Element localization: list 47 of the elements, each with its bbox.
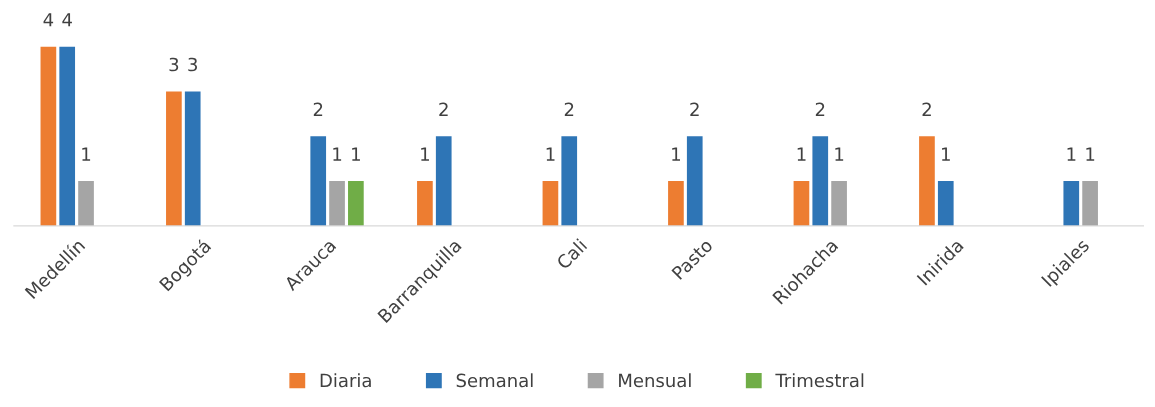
data-label: 1 (1086, 147, 1095, 161)
bar (40, 46, 57, 226)
bar (184, 91, 201, 226)
data-label: 1 (352, 147, 360, 161)
x-tick-label: Cali (555, 238, 588, 270)
data-label: 1 (1067, 147, 1076, 161)
bar (417, 181, 433, 226)
data-label: 2 (313, 102, 323, 116)
bar (561, 136, 578, 226)
data-label: 1 (82, 147, 91, 161)
data-label: 2 (922, 102, 931, 116)
bar (1063, 181, 1080, 226)
data-label: 2 (815, 102, 825, 116)
bar (1082, 181, 1098, 226)
data-label: 2 (690, 102, 699, 116)
bar (919, 136, 935, 226)
data-label: 2 (439, 102, 448, 116)
bar (435, 136, 452, 226)
data-label: 1 (672, 147, 680, 161)
data-label: 1 (942, 147, 950, 161)
data-label: 4 (62, 13, 72, 27)
bar (668, 181, 684, 226)
data-label: 2 (564, 102, 574, 116)
bar (59, 46, 76, 226)
bar (937, 181, 954, 226)
legend-label: Mensual (619, 373, 691, 388)
data-label: 1 (421, 147, 429, 161)
data-label: 3 (169, 57, 179, 72)
data-label: 1 (333, 147, 342, 161)
legend-label: Trimestral (775, 373, 864, 388)
bar (812, 136, 829, 226)
bar (310, 136, 327, 226)
data-label: 1 (835, 147, 844, 161)
data-label: 4 (43, 13, 54, 27)
bar (348, 181, 364, 226)
bar (329, 181, 345, 226)
bar (686, 136, 703, 226)
bar (78, 181, 94, 226)
bar (793, 181, 810, 226)
bar (542, 181, 559, 226)
bar (166, 91, 182, 226)
data-label: 1 (546, 147, 555, 161)
legend-label: Semanal (456, 373, 533, 388)
data-label: 3 (188, 57, 198, 72)
legend-label: Diaria (320, 373, 371, 388)
data-label: 1 (797, 147, 806, 161)
bar (831, 181, 847, 226)
